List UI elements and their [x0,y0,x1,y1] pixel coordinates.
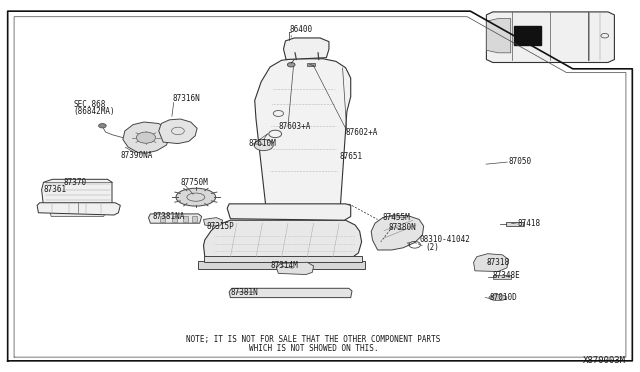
Text: 87380N: 87380N [388,223,416,232]
Text: 87603+A: 87603+A [278,122,311,131]
Polygon shape [229,288,352,298]
Polygon shape [160,216,165,222]
Polygon shape [227,204,351,220]
Polygon shape [204,220,362,259]
Text: 87381N: 87381N [230,288,258,297]
Bar [307,63,315,66]
Bar [506,222,524,226]
Text: 87050: 87050 [509,157,532,166]
Polygon shape [192,216,197,222]
Polygon shape [276,262,314,275]
Polygon shape [486,12,614,62]
Text: 87361: 87361 [44,185,67,194]
Polygon shape [204,218,223,226]
Polygon shape [42,179,112,206]
Text: 87348E: 87348E [493,271,520,280]
Polygon shape [123,122,170,153]
Text: 86400: 86400 [289,25,312,34]
Polygon shape [159,119,197,144]
Text: (86842MA): (86842MA) [74,107,115,116]
Text: 87651: 87651 [339,152,362,161]
Polygon shape [486,19,511,53]
Text: 87390NA: 87390NA [120,151,153,160]
Polygon shape [371,215,424,250]
Polygon shape [255,59,351,205]
Circle shape [99,124,106,128]
Text: SEC.868: SEC.868 [74,100,106,109]
Text: 87316N: 87316N [173,94,200,103]
Text: 87315P: 87315P [206,222,234,231]
Text: S: S [406,242,410,247]
Polygon shape [204,256,362,262]
Text: 87602+A: 87602+A [346,128,378,137]
Text: 87381NA: 87381NA [152,212,185,221]
Text: 87318: 87318 [486,258,509,267]
Text: 87418: 87418 [517,219,540,228]
Polygon shape [474,254,509,272]
Ellipse shape [176,188,216,206]
Polygon shape [183,216,188,222]
Bar [514,26,541,45]
Circle shape [136,132,156,143]
Ellipse shape [489,295,507,301]
Text: 87455M: 87455M [383,213,410,222]
Polygon shape [198,261,365,269]
Text: 87610M: 87610M [248,140,276,148]
Text: 87750M: 87750M [180,178,208,187]
Text: 87010D: 87010D [490,293,517,302]
Text: X870003M: X870003M [583,356,626,365]
Polygon shape [172,216,177,222]
Text: 08310-41042: 08310-41042 [419,235,470,244]
Circle shape [287,62,295,67]
Text: 87370: 87370 [64,178,87,187]
Text: WHICH IS NOT SHOWED ON THIS.: WHICH IS NOT SHOWED ON THIS. [249,344,378,353]
Bar [493,275,511,279]
Polygon shape [148,214,202,223]
Polygon shape [50,212,106,217]
Text: 87314M: 87314M [270,262,298,270]
Polygon shape [284,38,329,60]
Polygon shape [37,203,120,215]
Text: NOTE; IT IS NOT FOR SALE THAT THE OTHER COMPONENT PARTS: NOTE; IT IS NOT FOR SALE THAT THE OTHER … [186,335,441,344]
Text: (2): (2) [426,243,440,252]
Circle shape [254,140,273,151]
